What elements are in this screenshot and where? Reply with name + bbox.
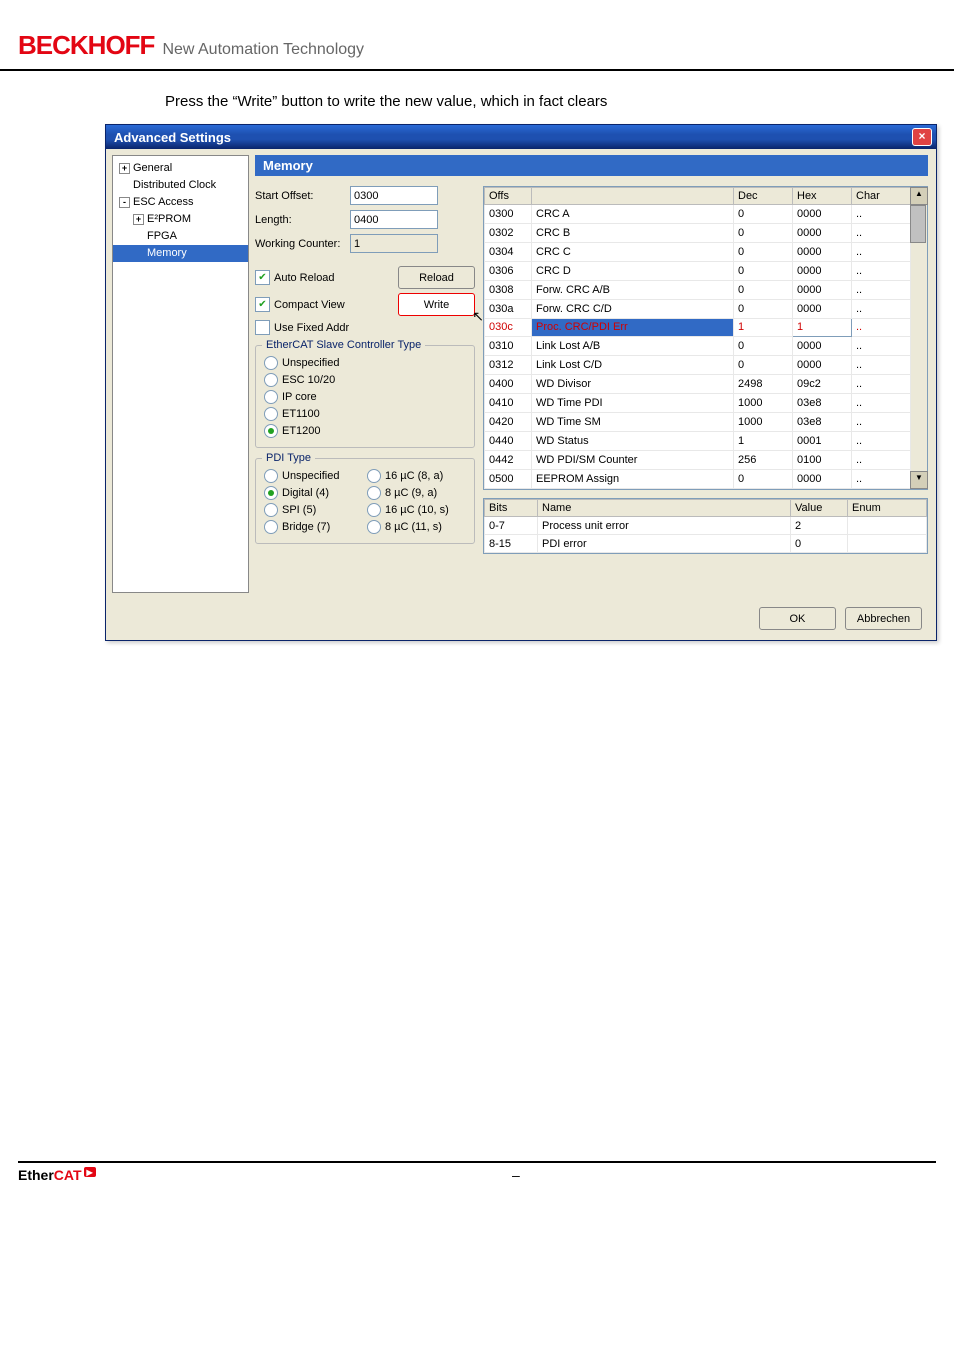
table-row[interactable]: 0400WD Divisor249809c2..	[485, 375, 911, 394]
dialog-body: +General Distributed Clock -ESC Access +…	[106, 149, 936, 599]
col-bits[interactable]: Bits	[485, 500, 538, 517]
radio-pdi-unspecified[interactable]	[264, 469, 278, 483]
compact-view-label: Compact View	[274, 299, 394, 311]
table-row[interactable]: 030aForw. CRC C/D00000..	[485, 299, 911, 318]
scroll-down-icon[interactable]: ▼	[910, 471, 928, 489]
expand-icon[interactable]: +	[119, 163, 130, 174]
write-button[interactable]: Write↖	[398, 293, 475, 316]
col-enum[interactable]: Enum	[848, 500, 927, 517]
table-row[interactable]: 0306CRC D00000..	[485, 261, 911, 280]
advanced-settings-dialog: Advanced Settings × +General Distributed…	[105, 124, 937, 641]
table-row[interactable]: 0440WD Status10001..	[485, 432, 911, 451]
table-row[interactable]: 0-7Process unit error2	[485, 517, 927, 535]
col-bit-name[interactable]: Name	[538, 500, 791, 517]
panel-title: Memory	[255, 155, 928, 176]
body-text: Press the “Write” button to write the ne…	[0, 71, 954, 110]
nav-eeprom[interactable]: +E²PROM	[113, 211, 248, 228]
col-hex[interactable]: Hex	[793, 188, 852, 205]
table-row[interactable]: 0308Forw. CRC A/B00000..	[485, 280, 911, 299]
col-value[interactable]: Value	[791, 500, 848, 517]
table-row[interactable]: 0500EEPROM Assign00000..	[485, 469, 911, 488]
scroll-up-icon[interactable]: ▲	[910, 187, 928, 205]
nav-tree: +General Distributed Clock -ESC Access +…	[112, 155, 249, 593]
use-fixed-addr-label: Use Fixed Addr	[274, 322, 349, 334]
reload-button[interactable]: Reload	[398, 266, 475, 289]
register-table: Offs Dec Hex Char 0300CRC A00000..0302CR…	[484, 187, 911, 489]
bit-table: Bits Name Value Enum 0-7Process unit err…	[484, 499, 927, 553]
radio-unspecified[interactable]	[264, 356, 278, 370]
radio-et1200[interactable]	[264, 424, 278, 438]
nav-general[interactable]: +General	[113, 160, 248, 177]
scroll-thumb[interactable]	[910, 205, 926, 243]
register-table-wrap: Offs Dec Hex Char 0300CRC A00000..0302CR…	[483, 186, 928, 490]
working-counter-input	[350, 234, 438, 253]
col-char[interactable]: Char	[852, 188, 911, 205]
cancel-button[interactable]: Abbrechen	[845, 607, 922, 630]
pdi-type-group: PDI Type Unspecified 16 µC (8, a) Digita…	[255, 458, 475, 544]
start-offset-label: Start Offset:	[255, 190, 350, 202]
table-row[interactable]: 0420WD Time SM100003e8..	[485, 413, 911, 432]
collapse-icon[interactable]: -	[119, 197, 130, 208]
logo-sub: New Automation Technology	[162, 41, 364, 59]
left-column: Start Offset: Length: Working Counter:	[255, 186, 475, 593]
table-row[interactable]: 030cProc. CRC/PDI Err11..	[485, 318, 911, 337]
titlebar[interactable]: Advanced Settings ×	[106, 125, 936, 149]
table-row[interactable]: 0302CRC B00000..	[485, 223, 911, 242]
nav-esc-access[interactable]: -ESC Access	[113, 194, 248, 211]
nav-fpga[interactable]: FPGA	[113, 228, 248, 245]
table-row[interactable]: 0410WD Time PDI100003e8..	[485, 394, 911, 413]
main-panel: Memory Start Offset: Length:	[255, 149, 936, 599]
ok-button[interactable]: OK	[759, 607, 836, 630]
radio-esc1020[interactable]	[264, 373, 278, 387]
dialog-title: Advanced Settings	[114, 130, 231, 145]
logo: BECKHOFF	[18, 30, 154, 61]
length-input[interactable]	[350, 210, 438, 229]
table-row[interactable]: 0300CRC A00000..	[485, 205, 911, 224]
working-counter-label: Working Counter:	[255, 238, 350, 250]
table-row[interactable]: 0310Link Lost A/B00000..	[485, 337, 911, 356]
start-offset-input[interactable]	[350, 186, 438, 205]
controller-type-group: EtherCAT Slave Controller Type Unspecifi…	[255, 345, 475, 448]
page: BECKHOFF New Automation Technology Press…	[0, 0, 954, 1183]
auto-reload-label: Auto Reload	[274, 272, 394, 284]
pdi-type-title: PDI Type	[262, 452, 315, 464]
radio-pdi-digital[interactable]	[264, 486, 278, 500]
expand-icon[interactable]: +	[133, 214, 144, 225]
radio-ipcore[interactable]	[264, 390, 278, 404]
radio-pdi-uc8-9a[interactable]	[367, 486, 381, 500]
footer-logo: EtherCAT▶	[18, 1167, 96, 1183]
radio-pdi-uc16-10s[interactable]	[367, 503, 381, 517]
col-offs[interactable]: Offs	[485, 188, 532, 205]
use-fixed-addr-checkbox[interactable]	[255, 320, 270, 335]
table-row[interactable]: 8-15PDI error0	[485, 535, 927, 553]
nav-dist-clock[interactable]: Distributed Clock	[113, 177, 248, 194]
badge-icon: ▶	[84, 1167, 96, 1177]
col-name[interactable]	[532, 188, 734, 205]
header: BECKHOFF New Automation Technology	[0, 0, 954, 71]
close-icon[interactable]: ×	[912, 128, 932, 146]
radio-pdi-uc8-11s[interactable]	[367, 520, 381, 534]
radio-pdi-spi[interactable]	[264, 503, 278, 517]
scrollbar[interactable]: ▲ ▼	[911, 187, 927, 489]
table-row[interactable]: 0442WD PDI/SM Counter2560100..	[485, 450, 911, 469]
dialog-footer: OK Abbrechen	[106, 599, 936, 640]
nav-memory[interactable]: Memory	[113, 245, 248, 262]
page-footer: EtherCAT▶ –	[18, 1161, 936, 1183]
controller-type-title: EtherCAT Slave Controller Type	[262, 339, 425, 351]
footer-dash: –	[512, 1167, 520, 1183]
length-label: Length:	[255, 214, 350, 226]
cursor-icon: ↖	[472, 308, 484, 325]
auto-reload-checkbox[interactable]: ✔	[255, 270, 270, 285]
table-row[interactable]: 0304CRC C00000..	[485, 242, 911, 261]
table-row[interactable]: 0312Link Lost C/D00000..	[485, 356, 911, 375]
bit-table-wrap: Bits Name Value Enum 0-7Process unit err…	[483, 498, 928, 554]
radio-pdi-bridge[interactable]	[264, 520, 278, 534]
compact-view-checkbox[interactable]: ✔	[255, 297, 270, 312]
radio-pdi-uc16-8a[interactable]	[367, 469, 381, 483]
panel-content: Start Offset: Length: Working Counter:	[255, 176, 928, 593]
col-dec[interactable]: Dec	[734, 188, 793, 205]
right-column: Offs Dec Hex Char 0300CRC A00000..0302CR…	[483, 186, 928, 593]
radio-et1100[interactable]	[264, 407, 278, 421]
